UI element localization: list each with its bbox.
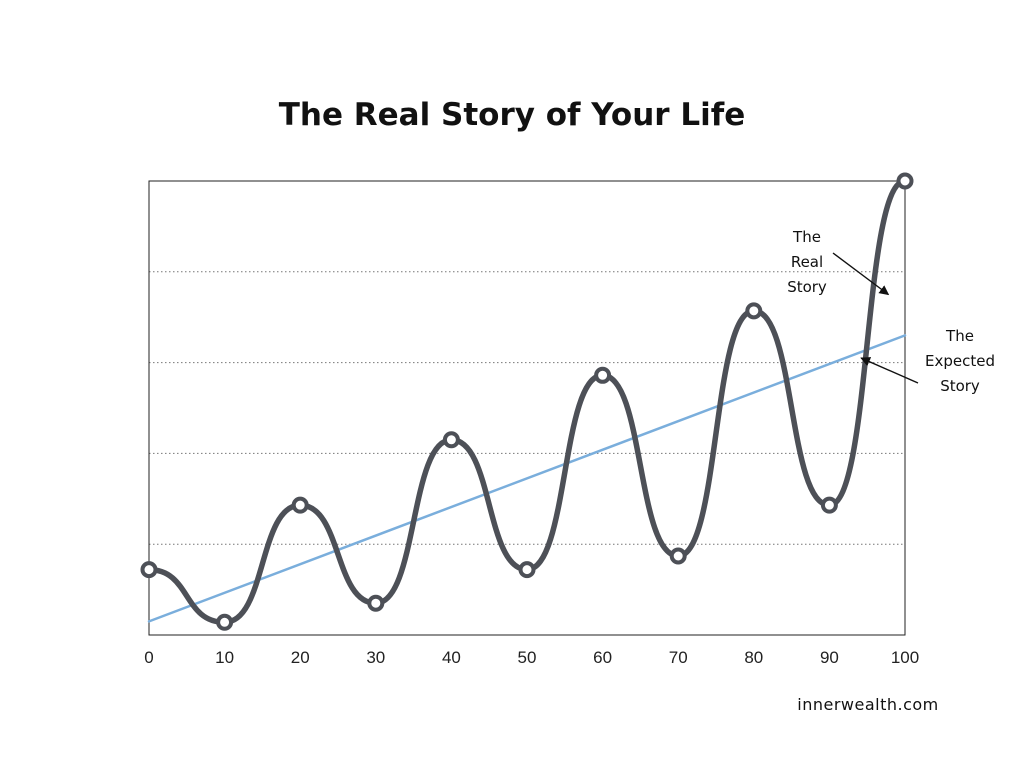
series-line-expected-story	[147, 334, 907, 623]
real-story-point	[367, 594, 385, 612]
annotation-text-line: The	[945, 327, 974, 345]
annotations: The Real Story The Expected Story	[787, 228, 995, 395]
x-axis-ticks: 0 10 20 30 40 50 60 70 80 90 100	[144, 648, 919, 667]
x-tick-label: 90	[820, 648, 839, 667]
footer-credit: innerwealth.com	[797, 695, 939, 714]
x-tick-label: 0	[144, 648, 153, 667]
annotation-arrow	[860, 357, 919, 384]
series-layer	[140, 172, 914, 631]
real-story-point	[669, 547, 687, 565]
real-story-point	[518, 561, 536, 579]
annotation-arrow	[832, 252, 890, 296]
real-story-point	[216, 613, 234, 631]
real-story-point	[820, 496, 838, 514]
x-tick-label: 80	[744, 648, 763, 667]
x-tick-label: 10	[215, 648, 234, 667]
real-story-point	[442, 431, 460, 449]
annotation-text-line: The	[792, 228, 821, 246]
x-tick-label: 70	[669, 648, 688, 667]
x-tick-label: 20	[291, 648, 310, 667]
annotation-text-line: Real	[791, 253, 823, 271]
series-line-real-story	[146, 178, 908, 626]
annotation-expected-story: The Expected Story	[860, 327, 995, 395]
real-story-point	[594, 366, 612, 384]
annotation-text-line: Story	[940, 377, 980, 395]
real-story-point	[896, 172, 914, 190]
annotation-real-story: The Real Story	[787, 228, 890, 296]
x-tick-label: 40	[442, 648, 461, 667]
annotation-text-line: Expected	[925, 352, 995, 370]
real-story-point	[291, 496, 309, 514]
chart-title: The Real Story of Your Life	[279, 97, 746, 133]
plot-frame	[148, 180, 906, 636]
annotation-text-line: Story	[787, 278, 827, 296]
x-tick-label: 60	[593, 648, 612, 667]
real-story-point	[140, 561, 158, 579]
x-tick-label: 30	[366, 648, 385, 667]
real-story-point	[745, 302, 763, 320]
x-tick-label: 50	[518, 648, 537, 667]
x-tick-label: 100	[891, 648, 919, 667]
